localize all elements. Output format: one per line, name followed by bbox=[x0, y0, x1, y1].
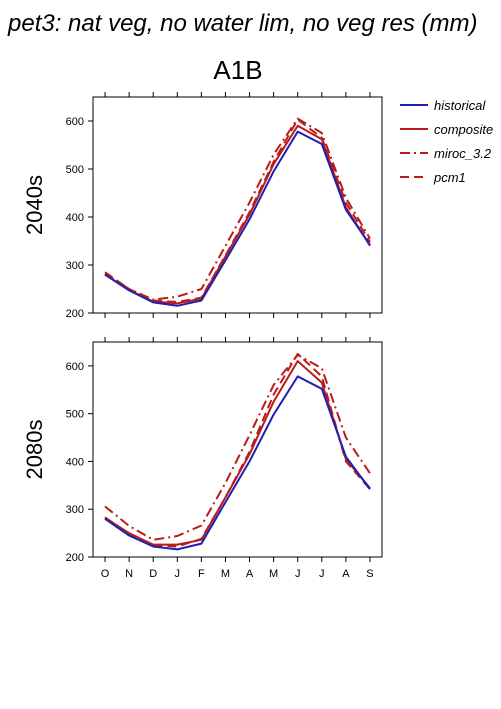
y-tick-label: 600 bbox=[66, 116, 84, 128]
x-tick-label: J bbox=[175, 568, 181, 580]
legend-label: pcm1 bbox=[433, 170, 466, 185]
series-line-miroc-3-2 bbox=[104, 353, 371, 541]
series-line-historical bbox=[104, 375, 371, 551]
series-line-miroc-3-2 bbox=[104, 117, 371, 301]
legend-label: composite bbox=[434, 122, 493, 137]
plot-frame bbox=[92, 341, 383, 558]
legend-label: historical bbox=[434, 98, 486, 113]
y-tick-label: 300 bbox=[66, 504, 84, 516]
y-tick-label: 300 bbox=[66, 260, 84, 272]
row-label: 2040s bbox=[22, 175, 47, 235]
x-tick-label: N bbox=[125, 568, 133, 580]
y-tick-label: 200 bbox=[66, 308, 84, 320]
y-tick-label: 400 bbox=[66, 456, 84, 468]
y-tick-label: 600 bbox=[66, 361, 84, 373]
plot-frame bbox=[92, 96, 383, 314]
series-line-pcm1 bbox=[104, 118, 371, 303]
x-tick-label: M bbox=[269, 568, 278, 580]
x-tick-label: F bbox=[198, 568, 205, 580]
x-tick-label: A bbox=[246, 568, 254, 580]
scenario-label: A1B bbox=[213, 55, 263, 85]
x-tick-label: M bbox=[221, 568, 230, 580]
legend-label: miroc_3.2 bbox=[434, 146, 492, 161]
row-label: 2080s bbox=[22, 420, 47, 480]
chart-title: pet3: nat veg, no water lim, no veg res … bbox=[8, 10, 478, 37]
x-tick-label: O bbox=[101, 568, 110, 580]
series-line-pcm1 bbox=[104, 352, 371, 548]
series-line-composite bbox=[104, 124, 371, 305]
y-tick-label: 200 bbox=[66, 552, 84, 564]
x-tick-label: J bbox=[319, 568, 325, 580]
x-tick-label: D bbox=[149, 568, 157, 580]
series-line-composite bbox=[104, 360, 371, 546]
y-tick-label: 500 bbox=[66, 409, 84, 421]
x-tick-label: A bbox=[342, 568, 350, 580]
x-tick-label: S bbox=[366, 568, 373, 580]
x-tick-label: J bbox=[295, 568, 301, 580]
y-tick-label: 400 bbox=[66, 212, 84, 224]
series-line-historical bbox=[104, 130, 371, 307]
y-tick-label: 500 bbox=[66, 164, 84, 176]
